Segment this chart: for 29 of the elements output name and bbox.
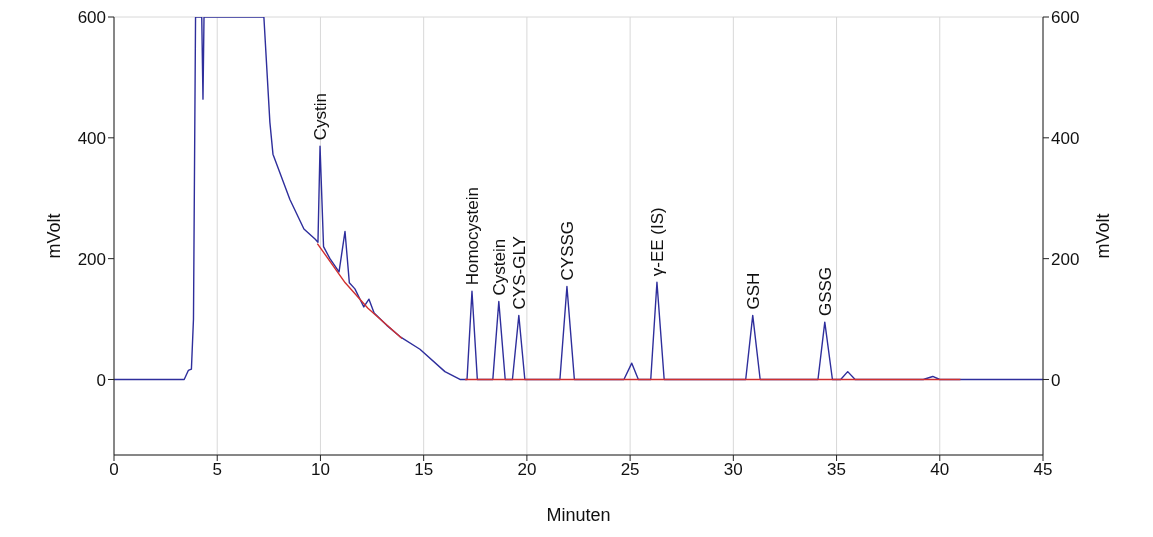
x-tick-label: 35 [827,460,847,480]
y2-tick-label: 600 [1051,8,1080,28]
annotation: CYSSG [557,220,577,281]
y2-tick-label: 0 [1051,370,1061,390]
x-tick-label: 20 [517,460,537,480]
y-axis-title: mVolt [44,213,65,259]
y-tick-label: 0 [96,370,106,390]
annotation: Cystein [489,238,509,296]
y-tick-label: 200 [77,249,106,269]
x-tick-label: 45 [1033,460,1053,480]
y2-axis-title: mVolt [1093,213,1114,259]
x-tick-label: 40 [930,460,950,480]
x-tick-label: 15 [414,460,434,480]
y-tick-label: 600 [77,8,106,28]
annotation: CYS-GLY [509,236,529,310]
annotation: Cystin [310,93,330,141]
x-axis-title: Minuten [546,505,611,525]
x-tick-label: 10 [310,460,330,480]
annotation: γ-EE (IS) [647,207,667,277]
y2-tick-label: 400 [1051,128,1080,148]
annotation: GSH [743,272,763,310]
annotation: GSSG [815,266,835,317]
y-tick-label: 400 [77,128,106,148]
annotation: Homocystein [462,187,482,286]
y2-tick-label: 200 [1051,249,1080,269]
x-tick-label: 0 [109,460,119,480]
x-tick-label: 5 [212,460,222,480]
x-tick-label: 25 [620,460,640,480]
x-tick-label: 30 [723,460,743,480]
